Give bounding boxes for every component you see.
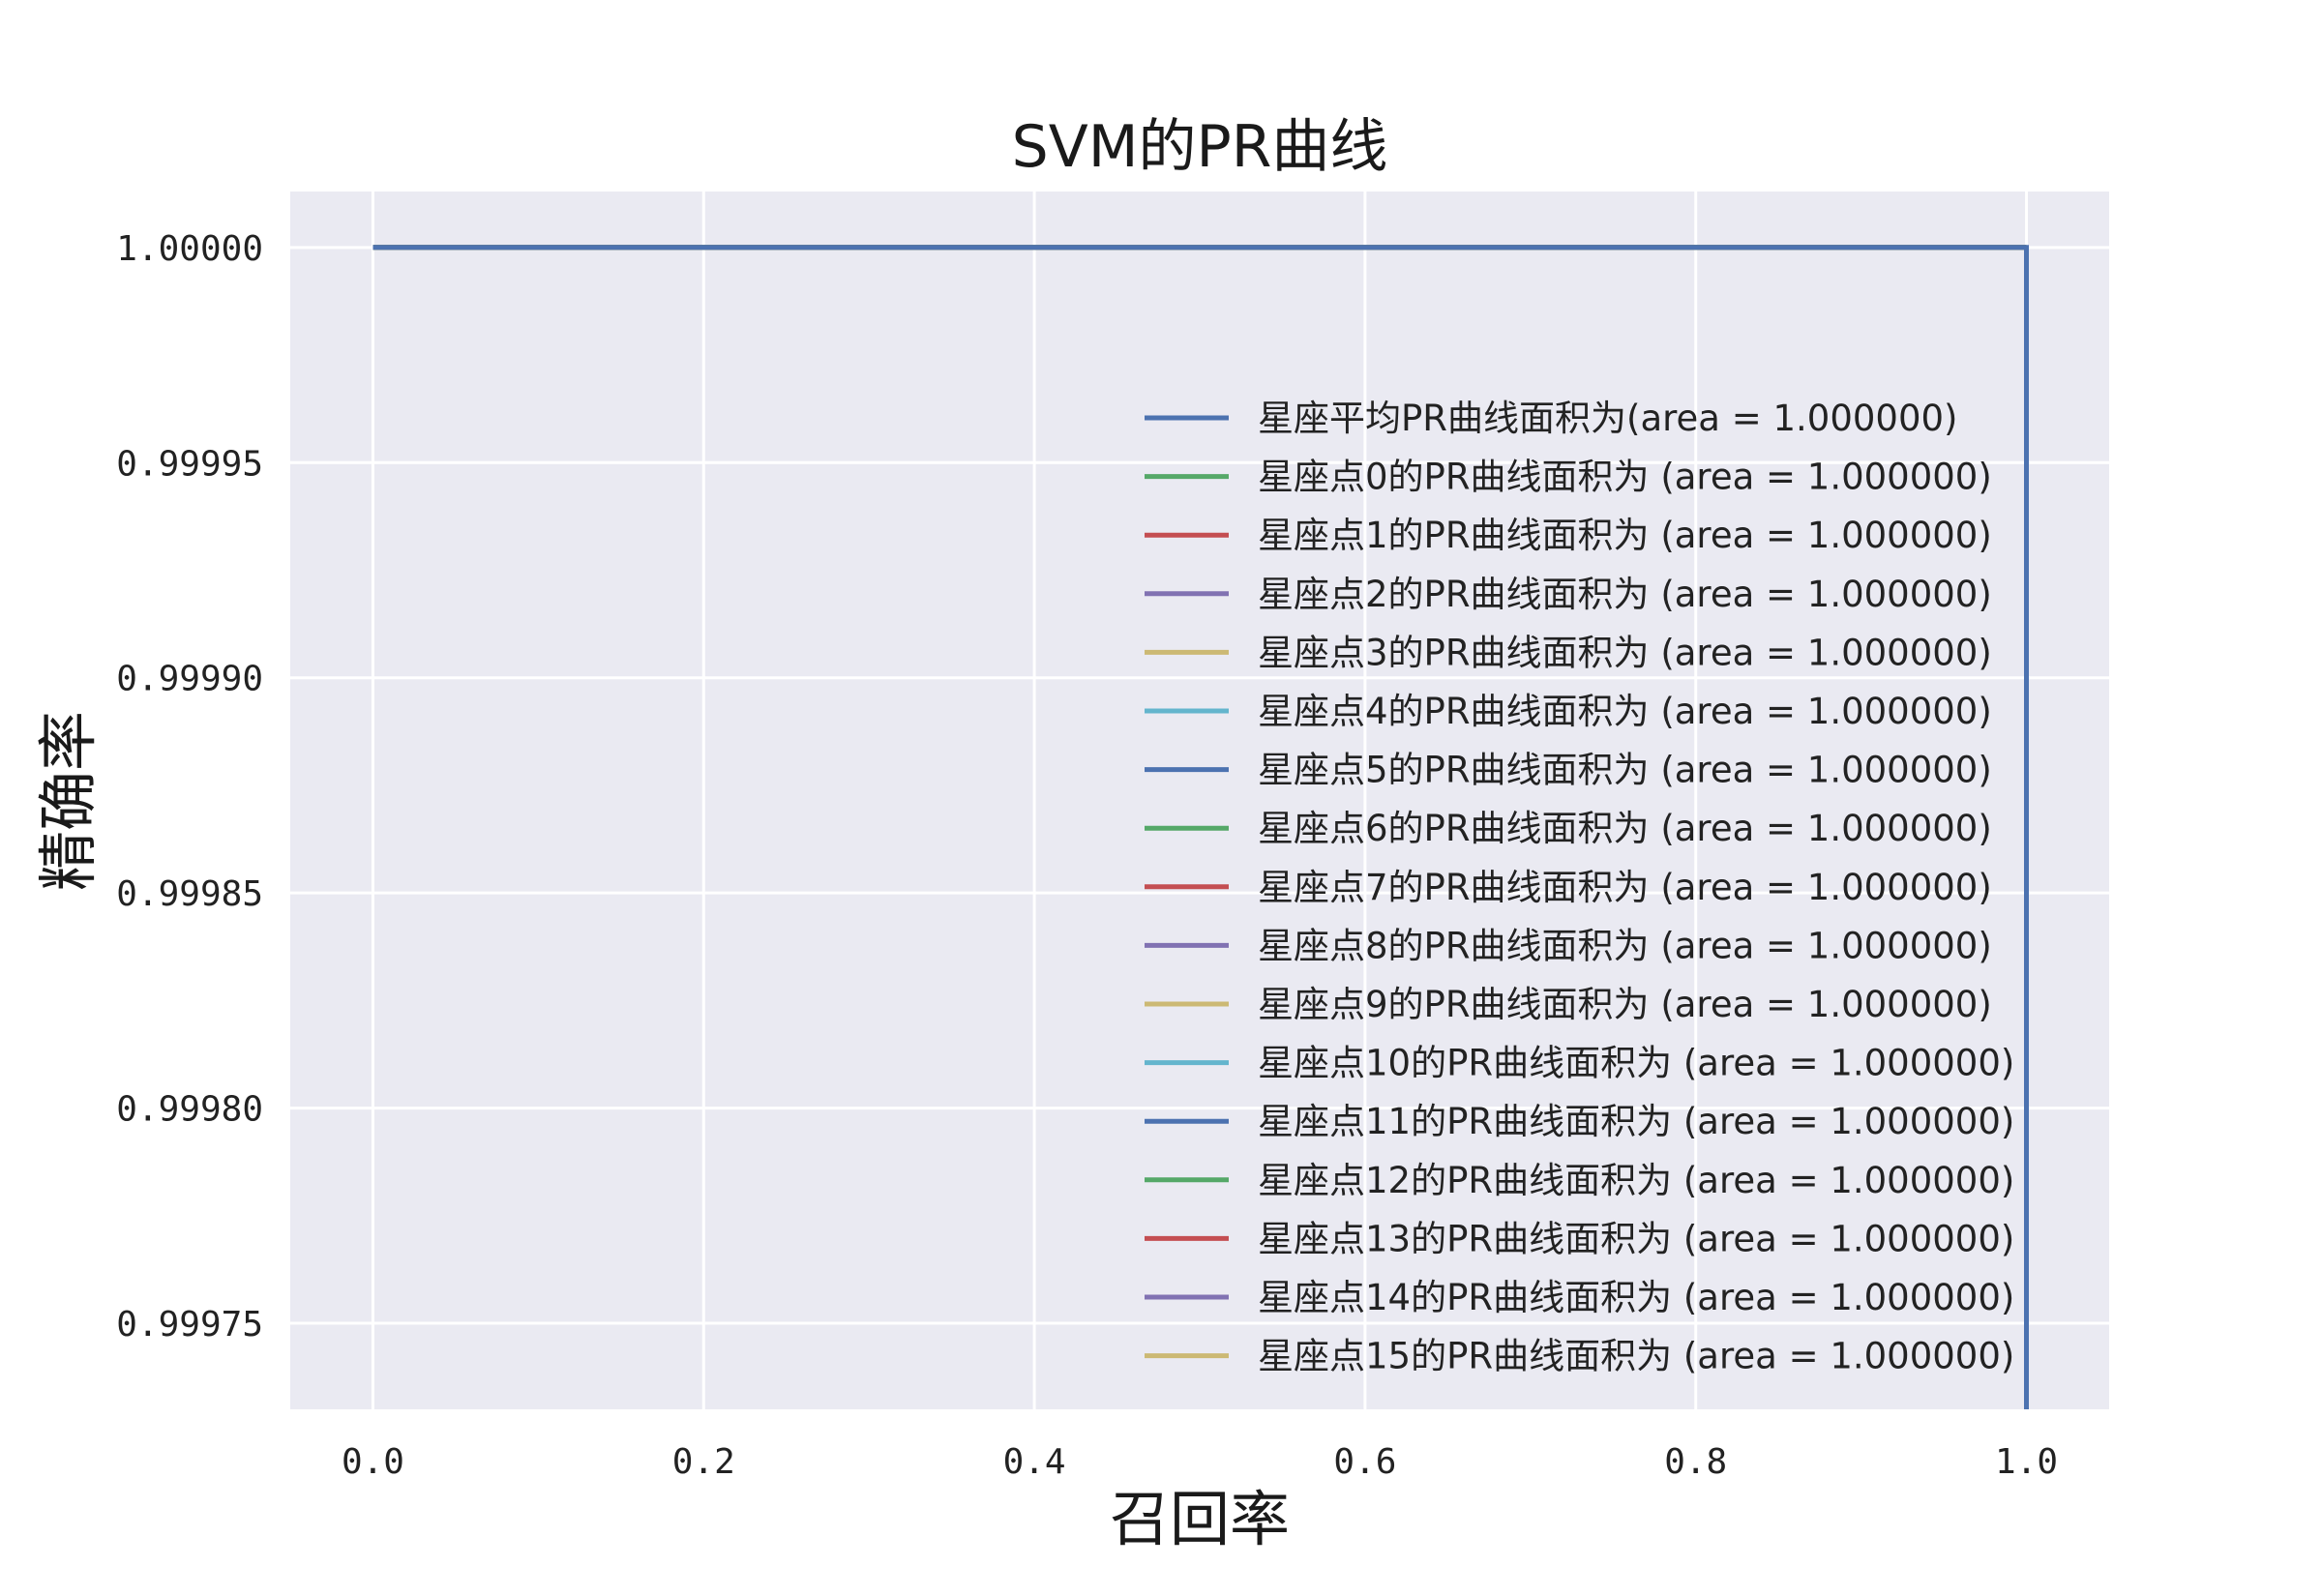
legend-label: 星座点0的PR曲线面积为 (area = 1.000000) — [1258, 457, 1992, 498]
legend-label: 星座点4的PR曲线面积为 (area = 1.000000) — [1258, 691, 1992, 732]
series-lines — [372, 245, 2029, 1409]
grid — [290, 192, 2109, 1409]
legend-label: 星座点10的PR曲线面积为 (area = 1.000000) — [1258, 1043, 2014, 1084]
x-tick-label: 0.0 — [342, 1442, 404, 1482]
legend-label: 星座点8的PR曲线面积为 (area = 1.000000) — [1258, 925, 1992, 966]
legend-label: 星座点3的PR曲线面积为 (area = 1.000000) — [1258, 632, 1992, 673]
y-tick-label: 0.99990 — [116, 660, 263, 699]
x-tick-label: 0.8 — [1664, 1442, 1727, 1482]
y-tick-label: 1.00000 — [116, 229, 263, 269]
x-axis-label: 召回率 — [1110, 1484, 1290, 1554]
x-tick-label: 0.2 — [672, 1442, 735, 1482]
legend-label: 星座点5的PR曲线面积为 (area = 1.000000) — [1258, 750, 1992, 791]
x-tick-label: 0.4 — [1003, 1442, 1066, 1482]
legend-label: 星座点2的PR曲线面积为 (area = 1.000000) — [1258, 574, 1992, 615]
legend-label: 星座点12的PR曲线面积为 (area = 1.000000) — [1258, 1160, 2014, 1201]
plot-area — [290, 192, 2109, 1409]
y-axis-label: 精确率 — [33, 711, 104, 891]
legend-label: 星座点13的PR曲线面积为 (area = 1.000000) — [1258, 1218, 2014, 1259]
y-tick-label: 0.99980 — [116, 1090, 263, 1130]
legend-label: 星座点14的PR曲线面积为 (area = 1.000000) — [1258, 1277, 2014, 1318]
y-tick-labels: 0.99975 0.99980 0.99985 0.99990 0.99995 1.000… — [116, 229, 263, 1345]
x-tick-label: 1.0 — [1995, 1442, 2058, 1482]
legend-label: 星座点1的PR曲线面积为 (area = 1.000000) — [1258, 515, 1992, 556]
legend: 星座平均PR曲线面积为(area = 1.000000) 星座点0的PR曲线面积为… — [1145, 398, 2014, 1377]
x-tick-label: 0.6 — [1333, 1442, 1396, 1482]
legend-label: 星座点15的PR曲线面积为 (area = 1.000000) — [1258, 1336, 2014, 1377]
legend-label: 星座点9的PR曲线面积为 (area = 1.000000) — [1258, 984, 1992, 1025]
legend-label: 星座点11的PR曲线面积为 (area = 1.000000) — [1258, 1101, 2014, 1142]
y-tick-label: 0.99985 — [116, 874, 263, 914]
legend-label: 星座点7的PR曲线面积为 (area = 1.000000) — [1258, 867, 1992, 908]
y-tick-label: 0.99975 — [116, 1305, 263, 1345]
x-tick-labels: 0.0 0.2 0.4 0.6 0.8 1.0 — [342, 1442, 2058, 1482]
y-tick-label: 0.99995 — [116, 444, 263, 484]
legend-label: 星座点6的PR曲线面积为 (area = 1.000000) — [1258, 808, 1992, 849]
legend-label: 星座平均PR曲线面积为(area = 1.000000) — [1258, 398, 1957, 439]
chart-title: SVM的PR曲线 — [1012, 113, 1388, 181]
